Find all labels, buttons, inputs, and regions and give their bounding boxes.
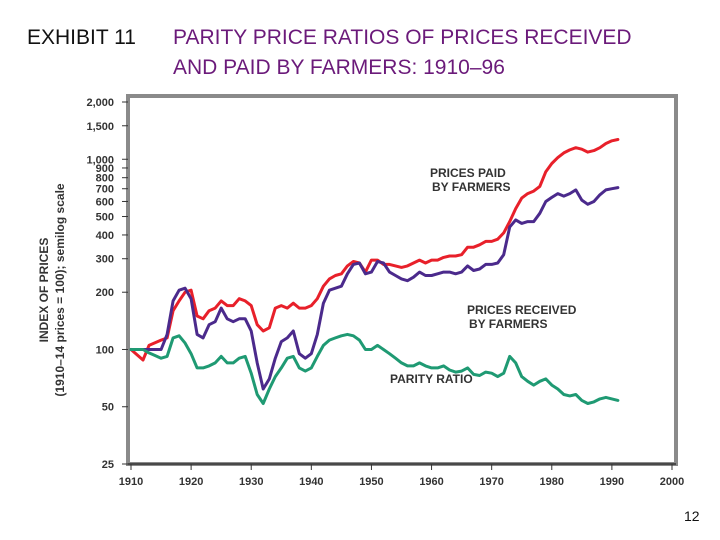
y-tick-label: 500 (96, 212, 114, 224)
y-tick-label: 600 (96, 196, 114, 208)
y-tick-label: 50 (102, 402, 114, 414)
y-tick-label: 700 (96, 184, 114, 196)
prices-paid-label: PRICES PAID (430, 166, 506, 180)
y-tick-label: 800 (96, 173, 114, 185)
x-tick-label: 1990 (600, 476, 624, 488)
x-tick-label: 1980 (540, 476, 564, 488)
y-tick-label: 300 (96, 254, 114, 266)
x-tick-label: 1960 (419, 476, 443, 488)
series-lines (129, 138, 620, 405)
y-tick-label: 2,000 (86, 97, 114, 109)
y-tick-label: 400 (96, 230, 114, 242)
exhibit-label: EXHIBIT 11 (27, 26, 136, 49)
prices-received-label: PRICES RECEIVED (467, 303, 577, 317)
y-tick-label: 1,000 (86, 154, 114, 166)
y-tick-label: 25 (102, 459, 114, 471)
y-tick-label: 900 (96, 163, 114, 175)
x-tick-label: 1940 (299, 476, 323, 488)
y-tick-label: 200 (96, 287, 114, 299)
parity-ratio-line (129, 332, 620, 405)
y-tick-label: 1,500 (86, 121, 114, 133)
x-tick-label: 1910 (119, 476, 143, 488)
parity-ratio-label: PARITY RATIO (390, 372, 473, 386)
prices-paid-label-line2: BY FARMERS (432, 180, 510, 194)
chart-title-line2: AND PAID BY FARMERS: 1910–96 (173, 56, 505, 79)
x-tick-label: 1970 (479, 476, 503, 488)
x-tick-label: 1930 (239, 476, 263, 488)
y-axis-label-line1: INDEX OF PRICES (37, 238, 51, 343)
x-tick-label: 1920 (179, 476, 203, 488)
prices-received-label-line2: BY FARMERS (469, 317, 547, 331)
x-tick-label: 2000 (660, 476, 684, 488)
x-axis-ticks: 1910 1920 1930 1940 1950 1960 1970 1980 1990 2000 (119, 464, 684, 488)
page-number: 12 (684, 508, 700, 524)
y-axis-label-line2: (1910–14 prices = 100); semilog scale (53, 183, 67, 396)
x-tick-label: 1950 (359, 476, 383, 488)
y-tick-label: 100 (96, 344, 114, 356)
prices-received-line (129, 186, 620, 391)
chart-title-line1: PARITY PRICE RATIOS OF PRICES RECEIVED (173, 26, 632, 49)
